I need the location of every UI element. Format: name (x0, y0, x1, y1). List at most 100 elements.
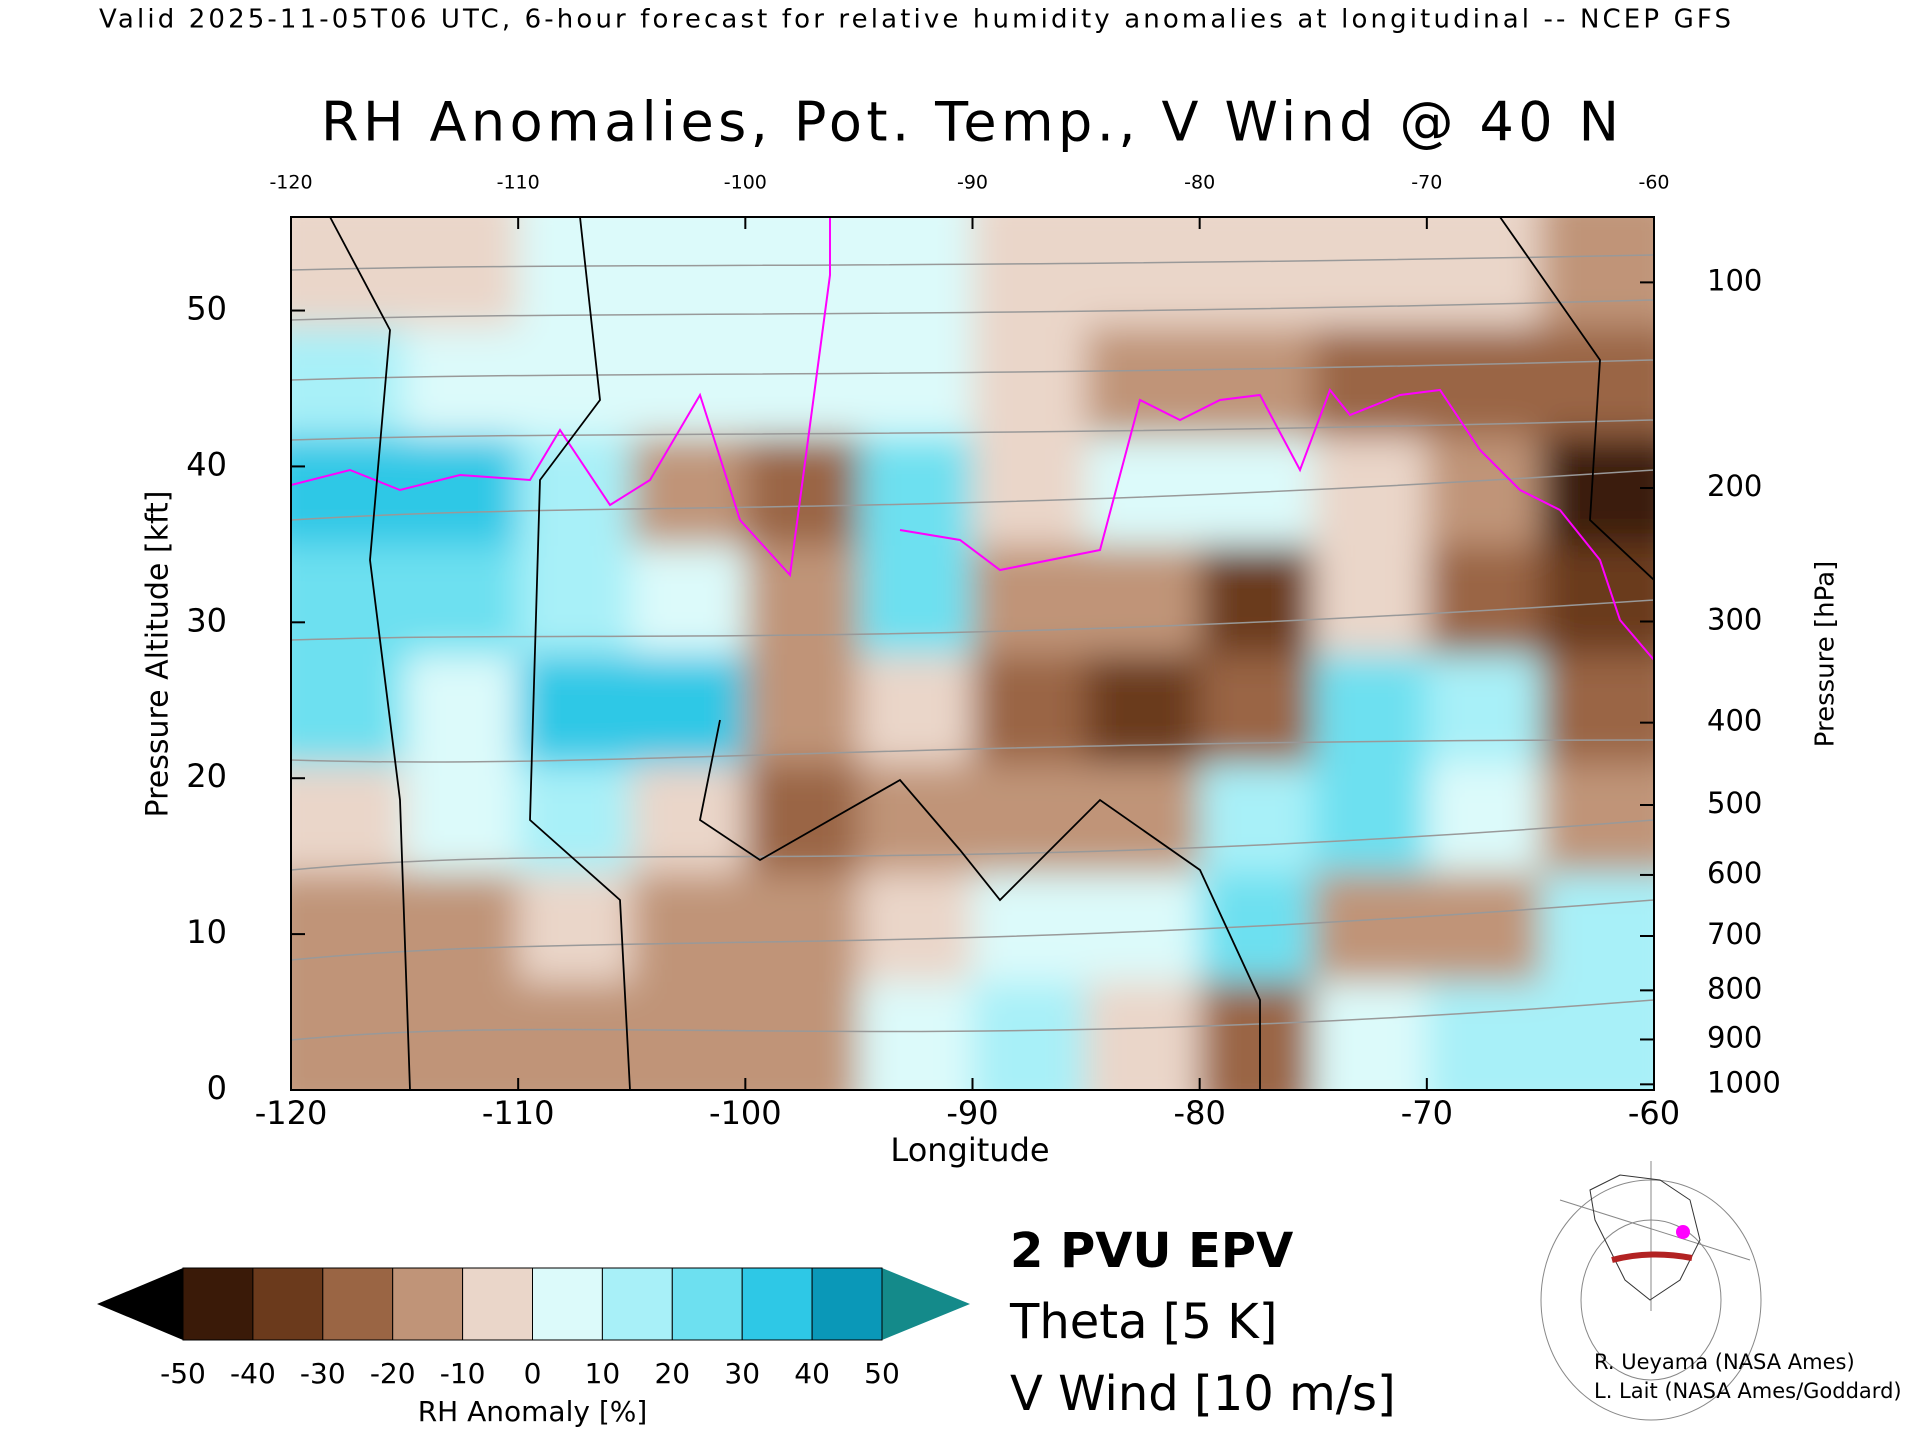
x-tick-label: -100 (709, 1094, 782, 1132)
colorbar-tick-label: 50 (864, 1357, 900, 1390)
colorbar-tick-label: -40 (230, 1357, 276, 1390)
y2-tick-label: 300 (1707, 602, 1762, 636)
rh-cell (518, 980, 633, 1090)
rh-cell (1313, 435, 1428, 546)
rh-cell (404, 980, 520, 1090)
rh-cell (1426, 762, 1542, 873)
x-top-tick-label: -90 (957, 172, 988, 194)
colorbar-label: RH Anomaly [%] (418, 1395, 648, 1428)
rh-cell (631, 217, 747, 328)
rh-cell (291, 762, 406, 873)
rh-cell (404, 653, 520, 764)
legend-entry: 2 PVU EPV (1010, 1223, 1293, 1279)
rh-cell (972, 544, 1088, 655)
y2-tick-label: 700 (1707, 917, 1762, 951)
map-grid (1559, 1199, 1751, 1261)
rh-cell (518, 871, 633, 982)
y-tick-label: 20 (186, 757, 227, 795)
rh-cell (1086, 980, 1201, 1090)
y2-tick-label: 500 (1707, 786, 1762, 820)
y2-tick-label: 200 (1707, 469, 1762, 503)
x-top-tick-label: -70 (1411, 172, 1442, 194)
rh-cell (1426, 326, 1542, 437)
theta-line (291, 899, 1654, 961)
rh-cell (972, 326, 1088, 437)
colorbar-tick-label: -50 (160, 1357, 206, 1390)
rh-cell (631, 871, 747, 982)
map-marker (1676, 1225, 1690, 1239)
x-top-tick-label: -120 (269, 172, 312, 194)
colorbar-tick-label: -20 (370, 1357, 416, 1390)
rh-cell (1313, 980, 1428, 1090)
colorbar-under (97, 1268, 183, 1340)
rh-cell (1086, 653, 1201, 764)
rh-cell (518, 217, 633, 328)
theta-line (291, 419, 1654, 441)
rh-cell (291, 435, 406, 546)
rh-cell (1540, 980, 1654, 1090)
colorbar-segment (462, 1267, 534, 1341)
rh-cell (1540, 762, 1654, 873)
credit: R. Ueyama (NASA Ames) (1594, 1350, 1855, 1374)
rh-cell (972, 762, 1088, 873)
theta-line (291, 359, 1654, 381)
colorbar-tick-label: 40 (794, 1357, 830, 1390)
rh-cell (1086, 871, 1201, 982)
rh-cell (631, 326, 747, 437)
y2-tick-label: 1000 (1707, 1065, 1781, 1099)
rh-cell (1086, 217, 1201, 328)
rh-cell (1540, 326, 1654, 437)
y-tick-label: 40 (186, 445, 227, 483)
rh-cell (858, 980, 974, 1090)
theta-line (291, 299, 1654, 321)
rh-cell (1426, 980, 1542, 1090)
colorbar-segment (741, 1267, 813, 1341)
rh-cell (1540, 217, 1654, 328)
y-axis-label: Pressure Altitude [kft] (141, 491, 176, 818)
colorbar-tick-label: 30 (724, 1357, 760, 1390)
rh-cell (745, 326, 860, 437)
colorbar-segment (182, 1267, 254, 1341)
colorbar-tick-label: 20 (654, 1357, 690, 1390)
rh-cell (404, 435, 520, 546)
y2-tick-label: 600 (1707, 856, 1762, 890)
map-inset (1540, 1161, 1762, 1421)
y2-tick-label: 100 (1707, 263, 1762, 297)
colorbar-over (882, 1268, 970, 1340)
rh-cell (745, 762, 860, 873)
rh-cell (1086, 544, 1201, 655)
rh-cell (1199, 653, 1315, 764)
theta-line (291, 739, 1654, 763)
contours (291, 217, 1654, 1090)
map-section (1611, 1251, 1693, 1263)
colorbar-segment (811, 1267, 883, 1341)
y2-tick-label: 800 (1707, 971, 1762, 1005)
map-coast (1589, 1174, 1701, 1301)
rh-cell (858, 653, 974, 764)
rh-cell (972, 217, 1088, 328)
colorbar-segment (671, 1267, 743, 1341)
credit: L. Lait (NASA Ames/Goddard) (1594, 1379, 1902, 1403)
colorbar-segment (601, 1267, 673, 1341)
rh-cell (972, 435, 1088, 546)
y-tick-label: 10 (186, 913, 227, 951)
rh-cell (404, 762, 520, 873)
y2-tick-label: 400 (1707, 704, 1762, 738)
y-tick-label: 30 (186, 601, 227, 639)
rh-cell (291, 871, 406, 982)
y-tick-label: 50 (186, 290, 227, 328)
pv-line (291, 217, 1654, 661)
rh-cell (1199, 217, 1315, 328)
rh-cell (1199, 544, 1315, 655)
rh-cell (745, 980, 860, 1090)
colorbar-segment (252, 1267, 324, 1341)
rh-cell (1540, 435, 1654, 546)
x-tick-label: -110 (482, 1094, 555, 1132)
rh-cell (518, 326, 633, 437)
colorbar-tick-label: 10 (585, 1357, 621, 1390)
x-tick-label: -120 (255, 1094, 328, 1132)
colorbar-tick-label: -30 (300, 1357, 346, 1390)
theta-line (291, 599, 1654, 641)
colorbar-segment (532, 1267, 603, 1341)
